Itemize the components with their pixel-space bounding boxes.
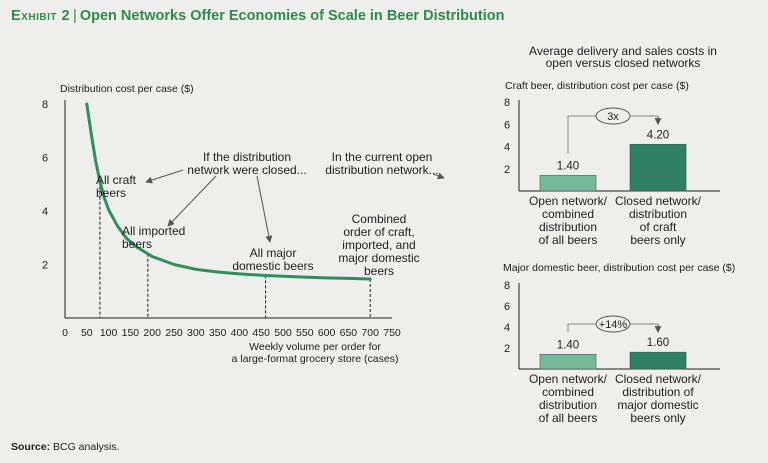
marker-label-craft: All craft — [96, 173, 137, 187]
comparison-label-craft: 3x — [607, 111, 619, 123]
bar-y-tick-craft: 4 — [504, 142, 510, 154]
x-tick-label: 0 — [62, 327, 68, 339]
x-tick-label: 650 — [340, 327, 358, 339]
bar-data-label-domestic: 1.60 — [647, 337, 669, 349]
bar-craft-closed — [629, 143, 687, 192]
bar-subtitle-craft: Craft beer, distribution cost per case (… — [505, 80, 689, 92]
annotation-closed-network: network were closed... — [187, 163, 306, 177]
marker-label-major-domestic: domestic beers — [232, 259, 313, 273]
bar-y-tick-domestic: 6 — [504, 301, 510, 313]
x-tick-label: 100 — [100, 327, 118, 339]
bar-category-label-domestic: Open network/ — [529, 372, 608, 386]
x-tick-label: 350 — [209, 327, 227, 339]
marker-label-major-domestic: All major — [250, 246, 297, 260]
source-text: BCG analysis. — [53, 441, 120, 453]
bar-category-label-domestic: of all beers — [539, 411, 598, 425]
exhibit-label: Exhibit 2 — [11, 8, 71, 24]
bar-category-label-domestic: beers only — [630, 411, 685, 425]
bar-category-label-domestic: combined — [542, 385, 594, 399]
bar-category-label-domestic: major domestic — [617, 398, 698, 412]
bar-y-tick-domestic: 4 — [504, 322, 510, 334]
bar-category-label-domestic: distribution of — [622, 385, 694, 399]
marker-label-craft: beers — [96, 186, 126, 200]
exhibit-title: Exhibit 2 | Open Networks Offer Economies … — [11, 8, 504, 24]
arrow-open-network — [432, 172, 445, 180]
bar-y-tick-craft: 6 — [504, 119, 510, 131]
marker-label-combined: imported, and — [342, 238, 415, 252]
bar-category-label-domestic: Closed network/ — [615, 372, 702, 386]
bar-category-label-craft: Closed network/ — [615, 194, 702, 208]
x-tick-label: 600 — [318, 327, 336, 339]
x-tick-label: 550 — [296, 327, 314, 339]
y-tick-label: 8 — [42, 99, 48, 111]
arrow-to-craft — [145, 169, 184, 184]
bar-category-label-craft: Open network/ — [529, 194, 608, 208]
marker-label-combined: beers — [364, 264, 394, 278]
source-note: Source: BCG analysis. — [11, 441, 120, 453]
cost-curve-line — [85, 102, 372, 281]
title-separator: | — [73, 8, 77, 24]
annotation-closed-network: If the distribution — [203, 150, 291, 164]
bar-y-tick-domestic: 2 — [504, 343, 510, 355]
comparison-badge-domestic — [595, 315, 631, 333]
x-tick-label: 500 — [274, 327, 292, 339]
x-tick-label: 700 — [361, 327, 379, 339]
marker-label-combined: Combined — [352, 212, 407, 226]
bar-data-label-craft: 1.40 — [557, 160, 579, 172]
comparison-badge-craft — [595, 107, 631, 125]
bar-category-label-craft: beers only — [630, 233, 685, 247]
x-tick-label: 400 — [231, 327, 249, 339]
comparison-label-domestic: +14% — [599, 319, 628, 331]
bar-panel-title: Average delivery and sales costs in — [529, 44, 717, 58]
bar-category-label-craft: of craft — [640, 220, 677, 234]
bar-y-tick-domestic: 8 — [504, 280, 510, 292]
annotation-open-network: distribution network... — [325, 163, 438, 177]
page-title: Open Networks Offer Economies of Scale i… — [79, 8, 505, 24]
bar-subtitle-domestic: Major domestic beer, distribution cost p… — [503, 262, 735, 274]
x-tick-label: 50 — [81, 327, 93, 339]
y-tick-label: 6 — [42, 153, 48, 165]
y-axis-label: Distribution cost per case ($) — [60, 83, 194, 95]
bar-data-label-craft: 4.20 — [647, 129, 669, 141]
arrow-to-imported — [167, 175, 217, 227]
marker-label-imported: beers — [122, 237, 152, 251]
marker-label-combined: order of craft, — [343, 225, 414, 239]
marker-label-imported: All imported — [122, 224, 185, 238]
bar-category-label-craft: of all beers — [539, 233, 598, 247]
x-tick-label: 150 — [122, 327, 140, 339]
x-tick-label: 450 — [252, 327, 270, 339]
marker-label-combined: major domestic — [338, 251, 419, 265]
x-tick-label: 300 — [187, 327, 205, 339]
bar-category-label-craft: distribution — [539, 220, 597, 234]
bar-category-label-domestic: distribution — [539, 398, 597, 412]
bar-craft-open — [539, 175, 597, 192]
x-axis-label: Weekly volume per order for — [249, 341, 381, 353]
bar-y-tick-craft: 8 — [504, 97, 510, 109]
bar-domestic-open — [539, 353, 597, 370]
y-tick-label: 4 — [42, 206, 48, 218]
annotation-open-network: In the current open — [332, 150, 433, 164]
bar-y-tick-craft: 2 — [504, 164, 510, 176]
x-tick-label: 750 — [383, 327, 401, 339]
x-tick-label: 250 — [165, 327, 183, 339]
x-axis-label: a large-format grocery store (cases) — [232, 353, 399, 365]
bar-category-label-craft: combined — [542, 207, 594, 221]
bar-data-label-domestic: 1.40 — [557, 339, 579, 351]
bar-domestic-closed — [629, 351, 687, 370]
arrow-to-major-domestic — [256, 175, 273, 243]
bar-category-label-craft: distribution — [629, 207, 687, 221]
y-tick-label: 2 — [42, 260, 48, 272]
x-tick-label: 200 — [143, 327, 161, 339]
source-label: Source: — [11, 441, 51, 453]
bar-panel-title: open versus closed networks — [546, 56, 701, 70]
